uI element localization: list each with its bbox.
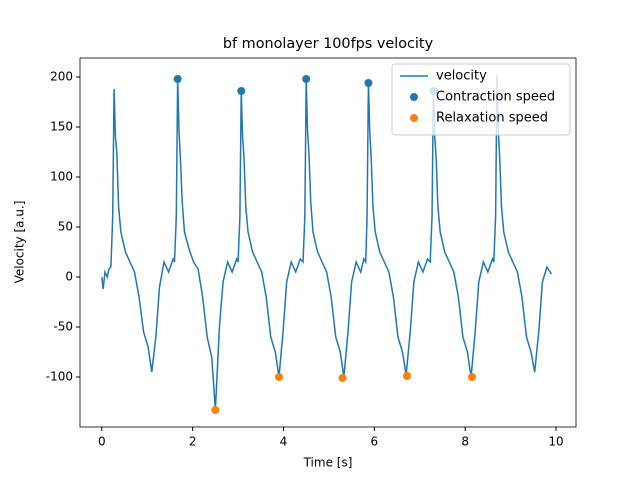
x-tick-label: 8 bbox=[461, 435, 469, 449]
legend-label: Contraction speed bbox=[436, 90, 555, 105]
scatter-point bbox=[467, 373, 476, 381]
y-tick-label: 0 bbox=[65, 270, 73, 284]
y-tick-label: 150 bbox=[50, 120, 73, 134]
x-axis-label: Time [s] bbox=[303, 456, 353, 470]
y-tick-label: -50 bbox=[53, 320, 73, 334]
legend-marker bbox=[410, 114, 418, 122]
x-tick-label: 10 bbox=[548, 435, 563, 449]
y-tick-label: 100 bbox=[50, 170, 73, 184]
y-tick-label: -100 bbox=[46, 370, 73, 384]
x-tick-label: 4 bbox=[280, 435, 288, 449]
legend-marker bbox=[410, 93, 418, 101]
scatter-point bbox=[211, 406, 220, 414]
x-tick-label: 0 bbox=[98, 435, 106, 449]
velocity-line bbox=[101, 74, 553, 411]
scatter-point bbox=[237, 87, 246, 95]
scatter-point bbox=[338, 374, 347, 382]
x-tick-label: 2 bbox=[189, 435, 197, 449]
scatter-point bbox=[403, 372, 412, 380]
chart-title: bf monolayer 100fps velocity bbox=[223, 36, 434, 52]
scatter-point bbox=[274, 373, 283, 381]
y-tick-label: 50 bbox=[58, 220, 73, 234]
scatter-point bbox=[364, 79, 373, 87]
legend-box bbox=[391, 63, 571, 136]
scatter-point bbox=[173, 75, 182, 83]
scatter-point bbox=[302, 75, 311, 83]
y-tick-label: 200 bbox=[50, 70, 73, 84]
legend-label: velocity bbox=[436, 69, 487, 84]
x-tick-label: 6 bbox=[371, 435, 379, 449]
y-axis-label: Velocity [a.u.] bbox=[13, 201, 27, 284]
plot-frame bbox=[79, 57, 577, 428]
legend-label: Relaxation speed bbox=[436, 111, 548, 126]
